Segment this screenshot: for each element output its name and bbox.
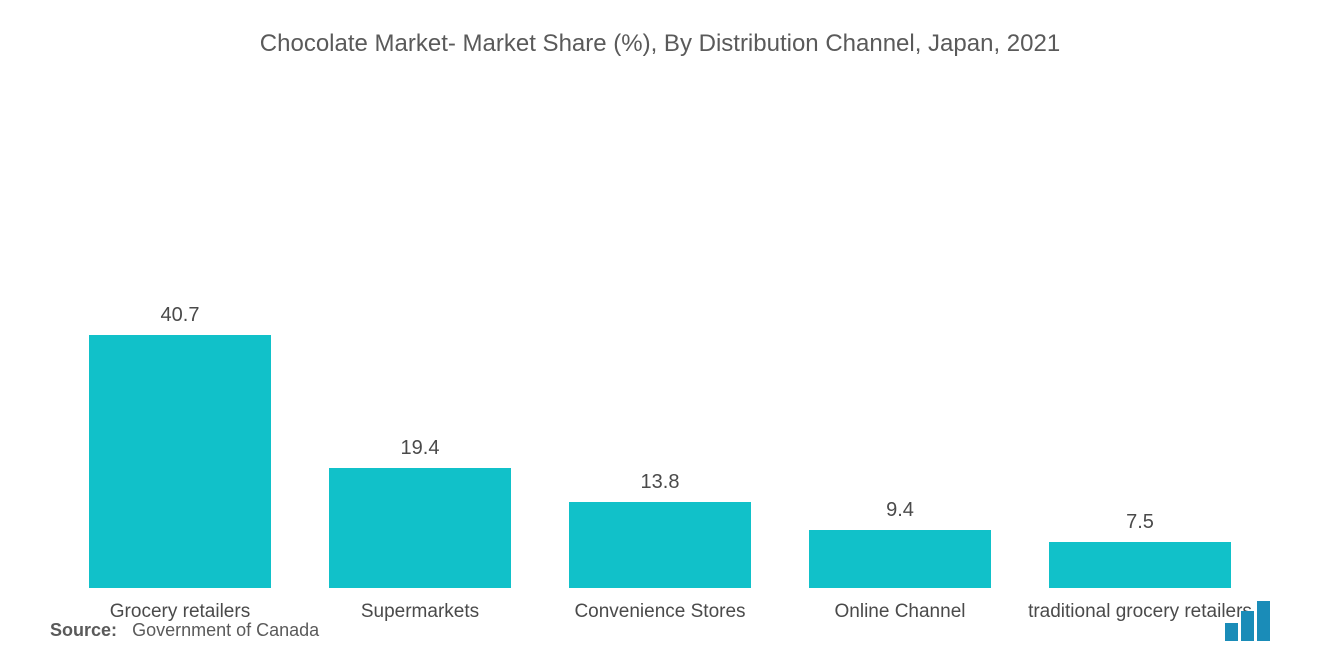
- bar-group: 40.7: [60, 168, 300, 588]
- source-value: Government of Canada: [132, 620, 319, 640]
- bar-group: 7.5: [1020, 168, 1260, 588]
- chart-footer: Source: Government of Canada: [50, 601, 1270, 641]
- bar: [1049, 542, 1231, 589]
- logo-bar-icon: [1257, 601, 1270, 641]
- bar-value-label: 9.4: [886, 499, 914, 522]
- source-text: [122, 620, 132, 640]
- logo-bar-icon: [1241, 611, 1254, 641]
- source-label: Source:: [50, 620, 117, 640]
- bar-value-label: 13.8: [641, 471, 680, 494]
- bar: [89, 335, 271, 588]
- bar: [569, 502, 751, 588]
- bar-value-label: 19.4: [401, 437, 440, 460]
- chart-container: Chocolate Market- Market Share (%), By D…: [0, 0, 1320, 665]
- source-citation: Source: Government of Canada: [50, 620, 319, 641]
- logo-bar-icon: [1225, 623, 1238, 641]
- bar-group: 19.4: [300, 168, 540, 588]
- chart-title: Chocolate Market- Market Share (%), By D…: [50, 30, 1270, 58]
- bar-group: 9.4: [780, 168, 1020, 588]
- bar: [809, 530, 991, 588]
- plot-area: 40.7 19.4 13.8 9.4 7.5: [50, 68, 1270, 588]
- bar: [329, 468, 511, 589]
- bar-value-label: 40.7: [161, 304, 200, 327]
- bar-value-label: 7.5: [1126, 511, 1154, 534]
- brand-logo-icon: [1225, 601, 1270, 641]
- bar-group: 13.8: [540, 168, 780, 588]
